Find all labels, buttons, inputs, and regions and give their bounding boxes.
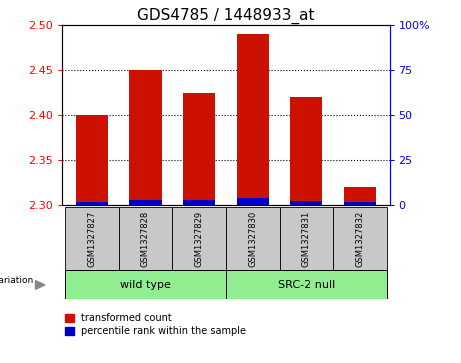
Bar [236, 34, 269, 205]
Text: GSM1327831: GSM1327831 [302, 211, 311, 267]
Bar [344, 187, 376, 205]
Text: wild type: wild type [120, 280, 171, 290]
Text: GSM1327829: GSM1327829 [195, 211, 204, 267]
Text: SRC-2 null: SRC-2 null [278, 280, 335, 290]
Text: GSM1327828: GSM1327828 [141, 211, 150, 267]
Bar [65, 270, 226, 299]
Bar [76, 202, 108, 205]
Polygon shape [35, 281, 45, 289]
Title: GDS4785 / 1448933_at: GDS4785 / 1448933_at [137, 8, 315, 24]
Bar [344, 203, 376, 205]
Text: GSM1327830: GSM1327830 [248, 211, 257, 267]
Text: genotype/variation: genotype/variation [0, 276, 34, 285]
Bar [226, 207, 279, 270]
Text: GSM1327827: GSM1327827 [87, 211, 96, 267]
Bar [129, 70, 161, 205]
Legend: transformed count, percentile rank within the sample: transformed count, percentile rank withi… [65, 313, 246, 337]
Bar [290, 201, 323, 205]
Text: GSM1327832: GSM1327832 [355, 211, 365, 267]
Bar [226, 270, 387, 299]
Bar [279, 207, 333, 270]
Bar [118, 207, 172, 270]
Bar [183, 200, 215, 205]
Bar [129, 200, 161, 205]
Bar [236, 198, 269, 205]
Bar [183, 93, 215, 205]
Bar [333, 207, 387, 270]
Bar [290, 97, 323, 205]
Bar [76, 115, 108, 205]
Bar [65, 207, 118, 270]
Bar [172, 207, 226, 270]
